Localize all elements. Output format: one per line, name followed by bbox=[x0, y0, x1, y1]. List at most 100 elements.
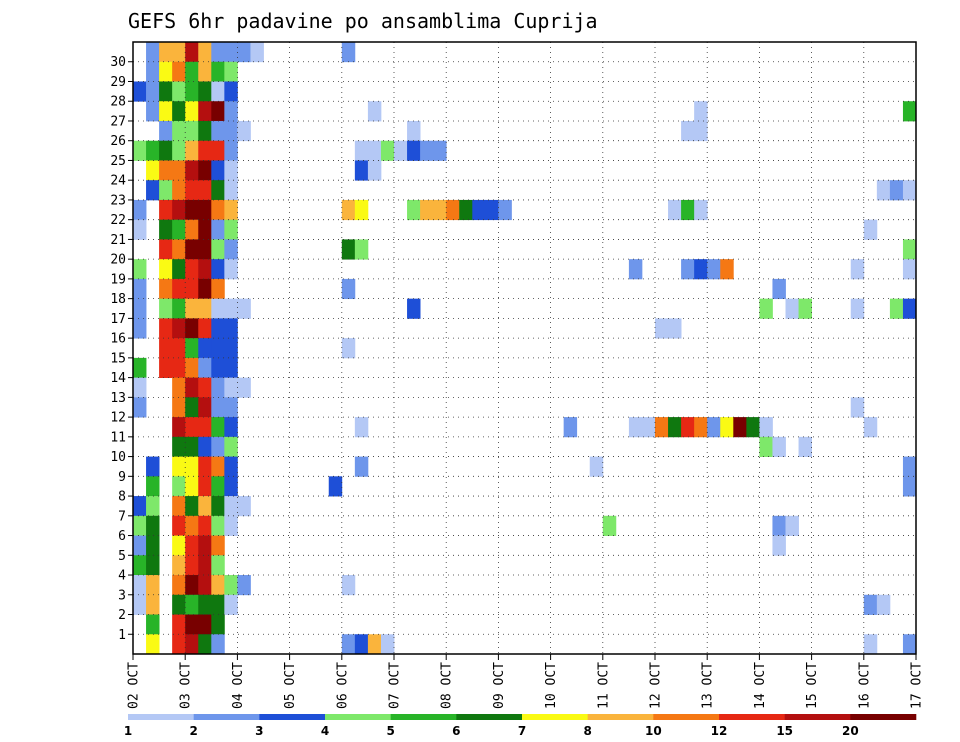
heat-cell bbox=[341, 199, 356, 221]
y-tick-label: 17 bbox=[110, 312, 126, 327]
heat-cell bbox=[198, 357, 212, 379]
heat-cell bbox=[707, 417, 721, 438]
heat-cell bbox=[185, 180, 199, 201]
heat-cell bbox=[655, 318, 669, 339]
heat-cell bbox=[133, 298, 147, 319]
x-tick-label: 17 OCT bbox=[910, 662, 925, 709]
heat-cell bbox=[420, 140, 434, 161]
heat-cell bbox=[172, 61, 186, 82]
x-tick-label: 12 OCT bbox=[649, 662, 664, 709]
heat-cell bbox=[341, 634, 356, 655]
heat-cell bbox=[185, 338, 199, 359]
heat-cell bbox=[224, 219, 238, 240]
heat-cell bbox=[224, 594, 238, 615]
heat-cell bbox=[185, 634, 199, 655]
heat-cell bbox=[198, 239, 212, 260]
heat-cell bbox=[902, 101, 917, 122]
heat-cell bbox=[354, 160, 369, 181]
heat-cell bbox=[172, 180, 186, 201]
y-tick-label: 12 bbox=[110, 411, 126, 426]
heat-cell bbox=[159, 219, 173, 240]
heat-cell bbox=[211, 397, 225, 418]
heat-cell bbox=[367, 140, 382, 161]
y-tick-label: 27 bbox=[110, 114, 126, 129]
heat-cell bbox=[198, 535, 212, 556]
heat-cell bbox=[889, 298, 904, 319]
heat-cell bbox=[172, 397, 186, 418]
heat-cell bbox=[224, 42, 238, 63]
heat-cell bbox=[407, 199, 421, 221]
x-tick-label: 05 OCT bbox=[283, 662, 298, 709]
cells-layer bbox=[133, 42, 917, 655]
heat-cell bbox=[237, 120, 251, 142]
heat-cell bbox=[185, 318, 199, 339]
heat-cell bbox=[380, 634, 395, 655]
heat-cell bbox=[198, 199, 212, 221]
heat-cell bbox=[133, 259, 147, 280]
heat-cell bbox=[224, 496, 238, 517]
heat-cell bbox=[681, 259, 695, 280]
heat-cell bbox=[785, 298, 799, 319]
heat-cell bbox=[850, 259, 865, 280]
heat-cell bbox=[172, 259, 186, 280]
heat-cell bbox=[185, 81, 199, 102]
legend-swatch bbox=[128, 714, 194, 720]
heat-cell bbox=[759, 417, 773, 438]
heat-cell bbox=[850, 397, 865, 418]
heat-cell bbox=[211, 634, 225, 655]
heat-cell bbox=[211, 61, 225, 82]
heat-cell bbox=[694, 101, 708, 122]
heat-cell bbox=[185, 515, 199, 536]
heat-cell bbox=[628, 259, 643, 280]
heat-cell bbox=[159, 160, 173, 181]
heat-cell bbox=[354, 634, 369, 655]
heat-cell bbox=[407, 120, 421, 142]
x-tick-label: 08 OCT bbox=[440, 662, 455, 709]
heat-cell bbox=[172, 634, 186, 655]
heat-cell bbox=[172, 42, 186, 63]
heat-cell bbox=[146, 61, 160, 82]
heat-cell bbox=[211, 140, 225, 161]
legend-label: 4 bbox=[321, 724, 329, 738]
heat-cell bbox=[133, 397, 147, 418]
heat-cell bbox=[694, 259, 708, 280]
heat-cell bbox=[185, 614, 199, 635]
heat-cell bbox=[224, 61, 238, 82]
heat-cell bbox=[211, 555, 225, 576]
heat-cell bbox=[420, 199, 434, 221]
heat-cell bbox=[133, 318, 147, 339]
heat-cell bbox=[733, 417, 747, 438]
heat-cell bbox=[224, 180, 238, 201]
heat-cell bbox=[172, 357, 186, 379]
heat-cell bbox=[211, 456, 225, 477]
heat-cell bbox=[172, 555, 186, 576]
heat-cell bbox=[433, 140, 447, 161]
x-tick-label: 15 OCT bbox=[805, 662, 820, 709]
heat-cell bbox=[224, 575, 238, 596]
heat-cell bbox=[172, 377, 186, 398]
heat-cell bbox=[902, 476, 917, 497]
heat-cell bbox=[146, 42, 160, 63]
heat-cell bbox=[172, 278, 186, 300]
heat-cell bbox=[185, 259, 199, 280]
heat-cell bbox=[159, 338, 173, 359]
heat-cell bbox=[485, 199, 499, 221]
y-tick-label: 10 bbox=[110, 450, 126, 465]
heat-cell bbox=[785, 515, 799, 536]
heat-cell bbox=[146, 634, 160, 655]
heat-cell bbox=[602, 515, 617, 536]
heat-cell bbox=[198, 614, 212, 635]
heat-cell bbox=[889, 180, 904, 201]
heat-cell bbox=[655, 417, 669, 438]
heat-cell bbox=[224, 81, 238, 102]
heat-cell bbox=[863, 594, 878, 615]
heat-cell bbox=[198, 476, 212, 497]
y-tick-label: 11 bbox=[110, 430, 126, 445]
heat-cell bbox=[146, 515, 160, 536]
heat-cell bbox=[211, 436, 225, 457]
heat-cell bbox=[224, 140, 238, 161]
heat-cell bbox=[185, 436, 199, 457]
heat-cell bbox=[211, 160, 225, 181]
heat-cell bbox=[185, 456, 199, 477]
heat-cell bbox=[185, 120, 199, 142]
